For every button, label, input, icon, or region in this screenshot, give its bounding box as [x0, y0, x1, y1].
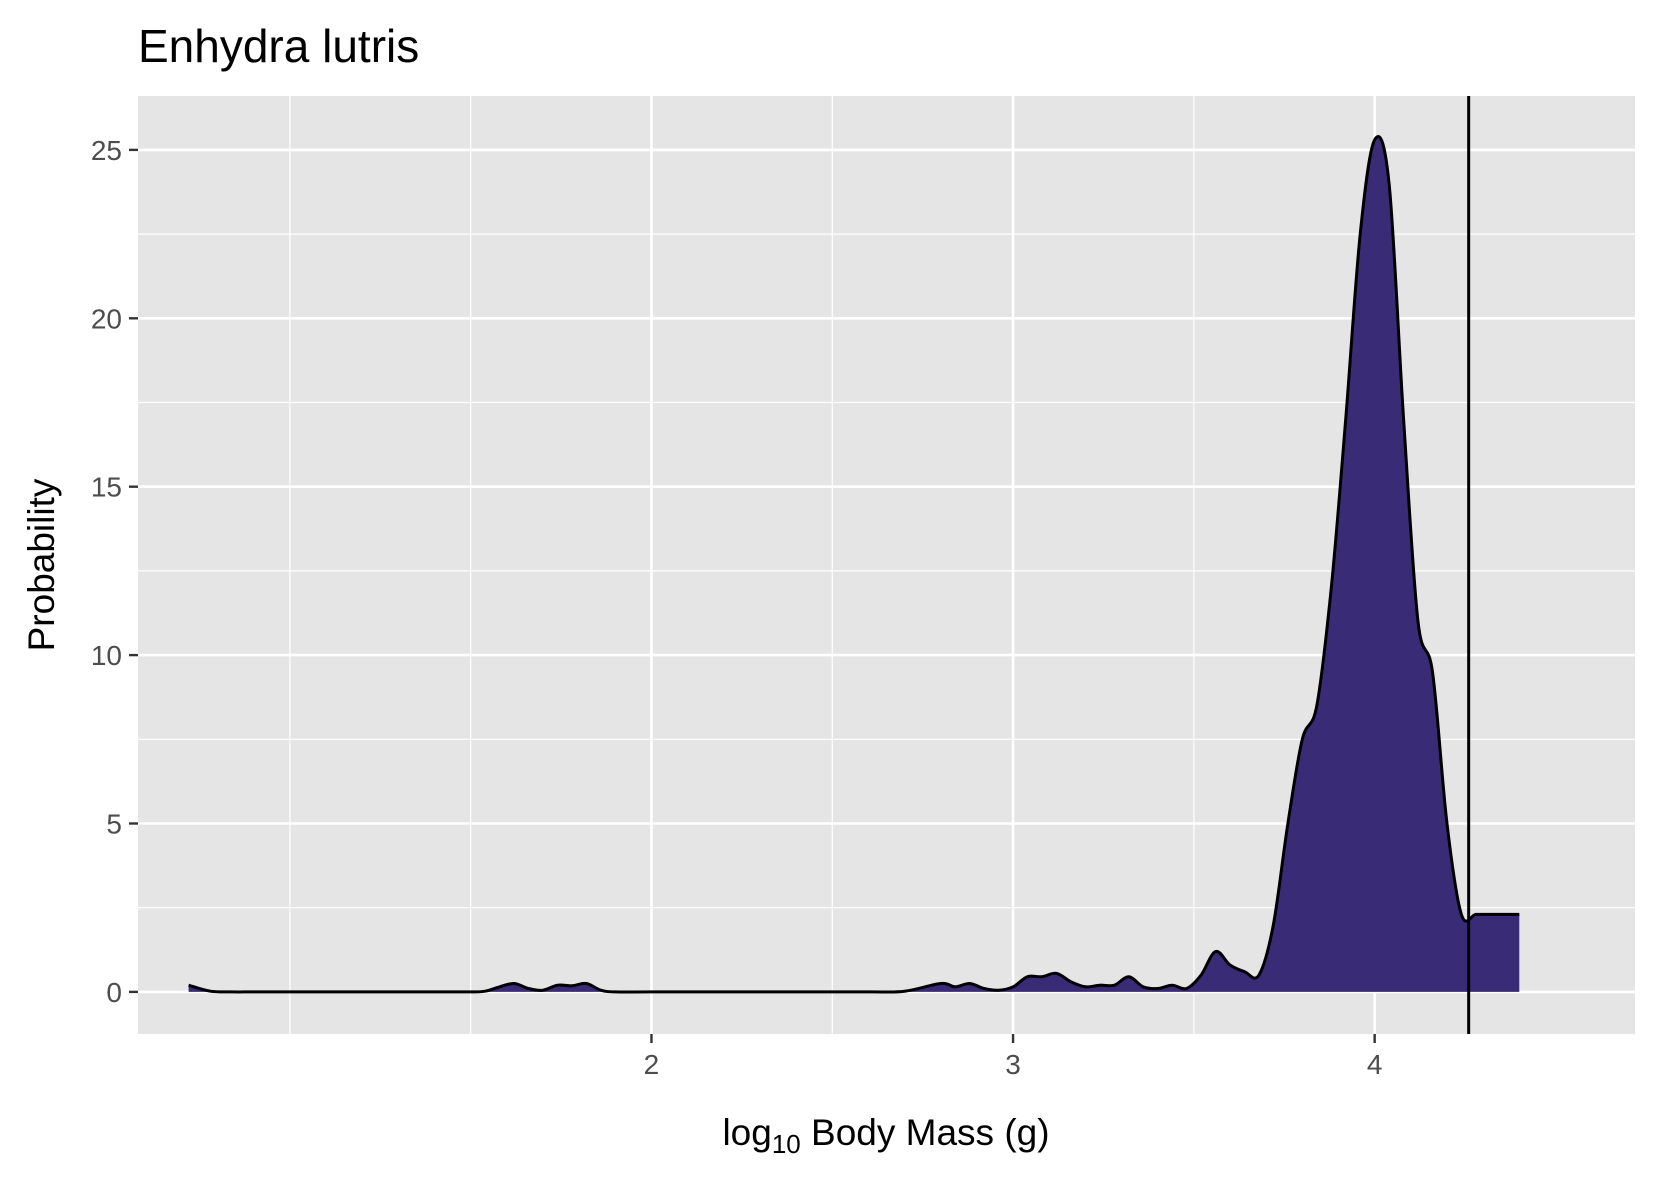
x-tick-label: 4 [1367, 1049, 1383, 1080]
minor-gridlines [138, 96, 1635, 1034]
y-tick-label: 0 [106, 977, 122, 1008]
y-tick-label: 15 [91, 472, 122, 503]
x-axis-ticks: 2 3 4 [644, 1034, 1383, 1080]
x-axis-label-main: log [722, 1112, 771, 1153]
y-tick-label: 20 [91, 303, 122, 334]
x-axis-label-subscript: 10 [772, 1129, 801, 1159]
x-axis-label: log10 Body Mass (g) [722, 1112, 1049, 1159]
density-line [188, 135, 1520, 994]
y-axis-ticks: 0 5 10 15 20 25 [91, 135, 138, 1008]
x-axis-label-rest: Body Mass (g) [801, 1112, 1050, 1153]
x-tick-label: 3 [1005, 1049, 1021, 1080]
chart-title: Enhydra lutris [138, 20, 419, 72]
y-tick-label: 25 [91, 135, 122, 166]
x-tick-label: 2 [644, 1049, 660, 1080]
y-tick-label: 5 [106, 808, 122, 839]
y-tick-label: 10 [91, 640, 122, 671]
density-area [188, 136, 1520, 993]
y-axis-label: Probability [21, 478, 62, 651]
